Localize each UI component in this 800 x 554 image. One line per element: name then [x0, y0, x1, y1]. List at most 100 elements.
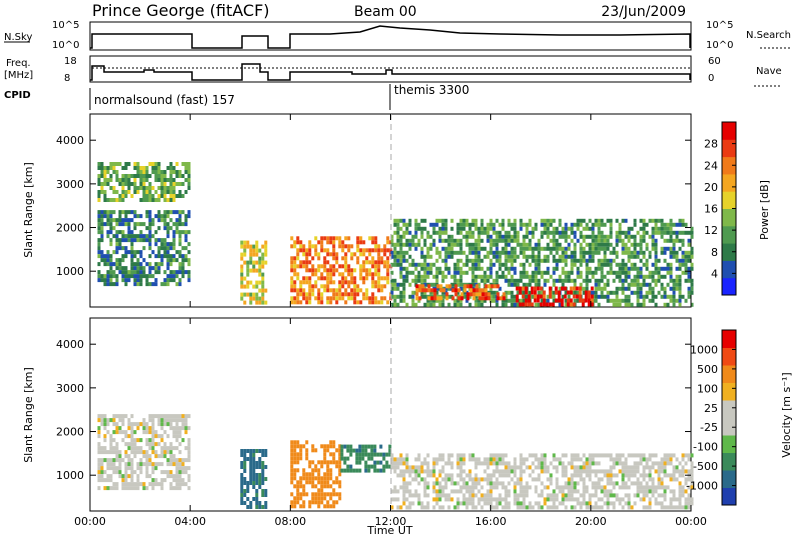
data-cell [474, 262, 478, 267]
data-cell [112, 210, 116, 215]
data-cell [151, 450, 155, 455]
data-cell [519, 246, 523, 251]
data-cell [390, 250, 394, 255]
data-cell [396, 461, 400, 466]
data-cell [552, 501, 556, 506]
data-cell [127, 230, 131, 235]
data-cell [252, 477, 256, 481]
data-cell [663, 461, 667, 466]
data-cell [255, 260, 259, 265]
data-cell [474, 250, 478, 255]
data-cell [588, 453, 592, 458]
data-cell [648, 477, 652, 482]
data-cell [103, 434, 107, 439]
data-cell [408, 294, 412, 299]
data-cell [582, 258, 586, 263]
data-cell [672, 294, 676, 299]
data-cell [393, 262, 397, 267]
data-cell [130, 482, 134, 487]
data-cell [456, 250, 460, 255]
data-cell [468, 501, 472, 506]
data-cell [127, 226, 131, 231]
data-cell [293, 476, 297, 481]
data-cell [323, 492, 327, 497]
data-cell [299, 264, 303, 269]
data-cell [564, 481, 568, 486]
data-cell [408, 230, 412, 235]
data-cell [133, 210, 137, 215]
data-cell [630, 234, 634, 239]
data-cell [570, 230, 574, 235]
data-cell [459, 485, 463, 490]
data-cell [112, 250, 116, 255]
data-cell [612, 302, 616, 307]
data-cell [139, 446, 143, 451]
data-cell [564, 270, 568, 275]
data-cell [109, 462, 113, 467]
data-cell [106, 418, 110, 423]
data-cell [462, 218, 466, 223]
data-cell [524, 302, 528, 307]
data-cell [106, 178, 110, 182]
data-cell [148, 234, 152, 239]
data-cell [112, 462, 116, 467]
data-cell [477, 254, 481, 259]
data-cell [469, 284, 473, 289]
data-cell [615, 234, 619, 239]
data-cell [585, 457, 589, 462]
data-cell [133, 442, 137, 447]
data-cell [690, 485, 694, 490]
data-cell [657, 290, 661, 295]
data-cell [549, 246, 553, 251]
data-cell [468, 222, 472, 227]
data-cell [609, 266, 613, 271]
data-cell [299, 448, 303, 453]
data-cell [341, 296, 345, 301]
data-cell [296, 492, 300, 497]
data-cell [142, 198, 146, 202]
data-cell [552, 234, 556, 239]
data-cell [157, 454, 161, 459]
data-cell [115, 442, 119, 447]
data-cell [486, 230, 490, 235]
data-cell [654, 453, 658, 458]
data-cell [382, 452, 386, 457]
data-cell [573, 505, 577, 510]
data-cell [112, 262, 116, 267]
data-cell [609, 290, 613, 295]
data-cell [154, 478, 158, 483]
data-cell [408, 246, 412, 251]
data-cell [350, 292, 354, 297]
data-cell [429, 246, 433, 251]
data-cell [314, 268, 318, 273]
data-cell [603, 242, 607, 247]
data-cell [305, 300, 309, 305]
data-cell [166, 458, 170, 463]
data-cell [555, 493, 559, 498]
data-cell [432, 302, 436, 307]
data-cell [672, 493, 676, 498]
data-cell [154, 214, 158, 219]
data-cell [663, 302, 667, 307]
data-cell [340, 468, 344, 473]
data-cell [507, 501, 511, 506]
data-cell [504, 290, 508, 295]
data-cell [591, 242, 595, 247]
data-cell [136, 214, 140, 219]
data-cell [109, 186, 113, 190]
data-cell [558, 286, 562, 291]
data-cell [124, 270, 128, 275]
data-cell [417, 473, 421, 478]
data-cell [498, 481, 502, 486]
data-cell [423, 477, 427, 482]
data-cell [390, 489, 394, 494]
data-cell [249, 481, 253, 485]
data-cell [338, 244, 342, 249]
data-cell [184, 178, 188, 182]
data-cell [663, 453, 667, 458]
data-cell [390, 238, 394, 243]
data-cell [648, 274, 652, 279]
data-cell [109, 458, 113, 463]
data-cell [603, 238, 607, 243]
data-cell [569, 290, 573, 295]
